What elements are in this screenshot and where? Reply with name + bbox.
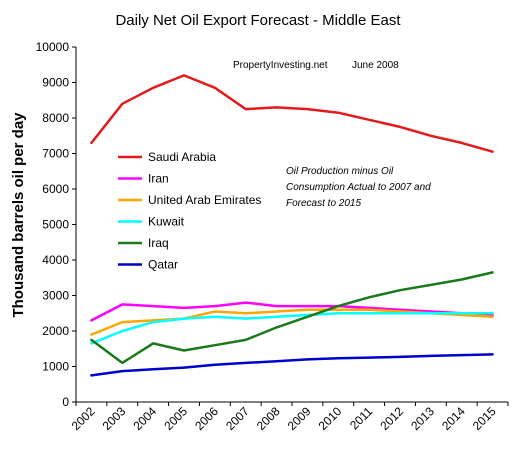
y-tick-label: 0 bbox=[62, 395, 69, 409]
x-tick-label: 2003 bbox=[100, 404, 129, 433]
chart-title: Daily Net Oil Export Forecast - Middle E… bbox=[115, 12, 401, 29]
x-tick-label: 2005 bbox=[161, 404, 190, 433]
axes bbox=[75, 47, 508, 403]
x-tick-label: 2013 bbox=[408, 404, 437, 433]
series-line-qatar bbox=[90, 353, 494, 377]
annotation-note: Oil Production minus Oil Consumption Act… bbox=[286, 166, 431, 209]
y-tick-label: 8000 bbox=[42, 111, 69, 125]
y-tick-label: 5000 bbox=[42, 218, 69, 232]
x-tick-label: 2010 bbox=[316, 404, 345, 433]
legend-label: Kuwait bbox=[148, 215, 185, 229]
note-line-2: Consumption Actual to 2007 and bbox=[286, 182, 431, 193]
x-tick-label: 2008 bbox=[254, 404, 283, 433]
x-tick-label: 2002 bbox=[69, 404, 98, 433]
y-axis-label: Thousand barrels oil per day bbox=[10, 112, 27, 318]
date-label: June 2008 bbox=[352, 60, 399, 71]
legend-label: Qatar bbox=[148, 258, 178, 272]
x-tick-label: 2012 bbox=[377, 404, 406, 433]
y-tick-label: 7000 bbox=[42, 147, 69, 161]
x-tick-label: 2006 bbox=[192, 404, 221, 433]
note-line-1: Oil Production minus Oil bbox=[286, 166, 394, 177]
y-tick-label: 9000 bbox=[42, 76, 69, 90]
y-tick-label: 2000 bbox=[42, 324, 69, 338]
note-line-3: Forecast to 2015 bbox=[286, 198, 361, 209]
legend-label: United Arab Emirates bbox=[148, 193, 261, 207]
x-tick-label: 2011 bbox=[347, 404, 375, 432]
legend: Saudi Arabia Iran United Arab Emirates Kuwa… bbox=[118, 150, 261, 272]
legend-label: Saudi Arabia bbox=[148, 150, 216, 164]
x-ticks: 2002 2003 2004 2005 2006 2007 2008 2009 2010 2011… bbox=[69, 402, 509, 433]
x-tick-label: 2007 bbox=[223, 404, 252, 433]
y-tick-label: 4000 bbox=[42, 253, 69, 267]
x-tick-label: 2014 bbox=[439, 404, 468, 433]
y-tick-label: 6000 bbox=[42, 182, 69, 196]
series-line-kuwait bbox=[90, 312, 494, 345]
x-tick-label: 2015 bbox=[470, 404, 499, 433]
legend-label: Iraq bbox=[148, 236, 169, 250]
source-label: PropertyInvesting.net bbox=[233, 60, 328, 71]
series-lines bbox=[90, 74, 494, 377]
y-ticks: 0 1000 2000 3000 4000 5000 6000 7000 8000 9000 100… bbox=[36, 40, 76, 409]
y-tick-label: 10000 bbox=[36, 40, 70, 54]
y-tick-label: 3000 bbox=[42, 289, 69, 303]
x-tick-label: 2004 bbox=[130, 404, 159, 433]
x-tick-label: 2009 bbox=[285, 404, 314, 433]
y-tick-label: 1000 bbox=[42, 360, 69, 374]
series-line-saudi-arabia bbox=[90, 74, 494, 153]
series-line-iran bbox=[90, 301, 494, 322]
plot-area: 0 1000 2000 3000 4000 5000 6000 7000 8000 9000 100… bbox=[36, 40, 509, 433]
series-line-iraq bbox=[90, 271, 494, 365]
legend-label: Iran bbox=[148, 172, 169, 186]
